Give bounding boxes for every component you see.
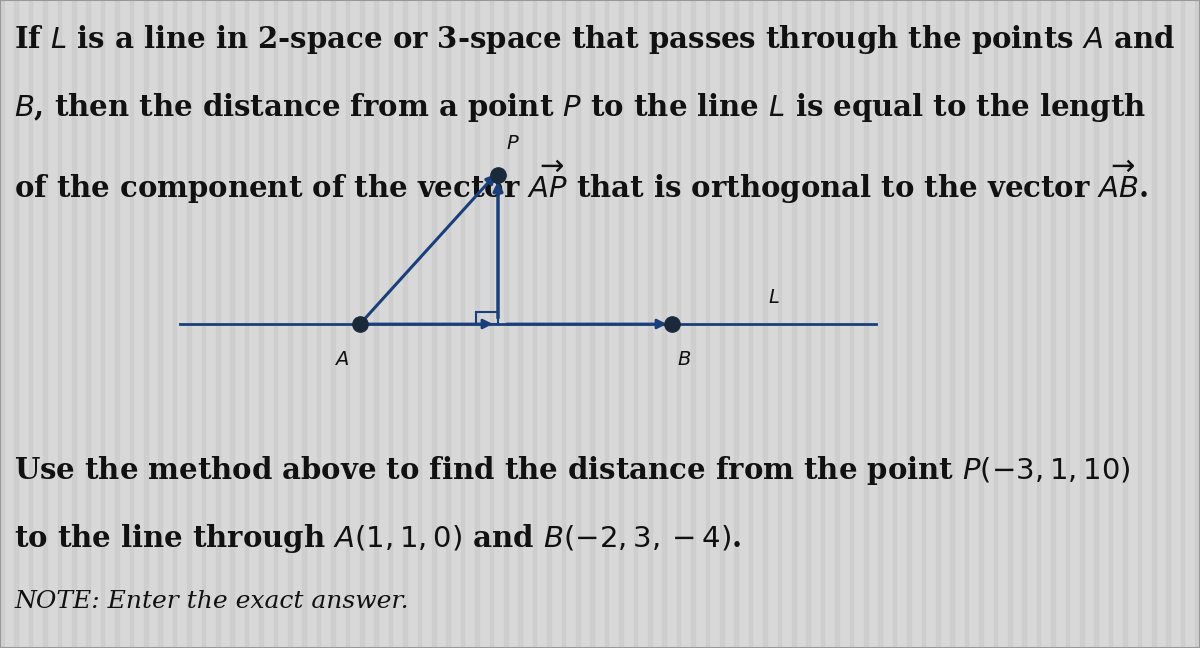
Bar — [994, 0, 997, 648]
Bar — [245, 0, 248, 648]
Bar — [173, 0, 176, 648]
Bar — [1022, 0, 1026, 648]
Bar — [864, 0, 868, 648]
Bar — [461, 0, 464, 648]
Bar — [29, 0, 32, 648]
Bar — [58, 0, 61, 648]
Bar — [576, 0, 580, 648]
Bar — [230, 0, 234, 648]
Bar — [346, 0, 349, 648]
Bar — [835, 0, 839, 648]
Bar — [706, 0, 709, 648]
Bar — [1080, 0, 1084, 648]
Bar — [950, 0, 954, 648]
Bar — [734, 0, 738, 648]
Bar — [720, 0, 724, 648]
Bar — [590, 0, 594, 648]
Bar — [850, 0, 853, 648]
Bar — [130, 0, 133, 648]
Text: $B$, then the distance from a point $P$ to the line $L$ is equal to the length: $B$, then the distance from a point $P$ … — [14, 91, 1146, 124]
Bar — [1094, 0, 1098, 648]
Bar — [490, 0, 493, 648]
Text: $P$: $P$ — [505, 135, 520, 153]
Bar — [1138, 0, 1141, 648]
Bar — [475, 0, 479, 648]
Bar — [936, 0, 940, 648]
Text: of the component of the vector $\overrightarrow{AP}$ that is orthogonal to the v: of the component of the vector $\overrig… — [14, 159, 1148, 206]
Bar — [115, 0, 119, 648]
Bar — [216, 0, 220, 648]
Bar — [691, 0, 695, 648]
Bar — [374, 0, 378, 648]
Bar — [202, 0, 205, 648]
Bar — [965, 0, 968, 648]
Bar — [893, 0, 896, 648]
Bar — [101, 0, 104, 648]
Bar — [86, 0, 90, 648]
Bar — [14, 0, 18, 648]
Text: $L$: $L$ — [768, 289, 780, 307]
Bar — [749, 0, 752, 648]
Bar — [677, 0, 680, 648]
Text: NOTE: Enter the exact answer.: NOTE: Enter the exact answer. — [14, 590, 409, 612]
Bar — [389, 0, 392, 648]
Bar — [821, 0, 824, 648]
Bar — [792, 0, 796, 648]
Bar — [533, 0, 536, 648]
Bar — [648, 0, 652, 648]
Bar — [187, 0, 191, 648]
Bar — [403, 0, 407, 648]
Bar — [1066, 0, 1069, 648]
Bar — [1051, 0, 1055, 648]
Bar — [144, 0, 148, 648]
Bar — [547, 0, 551, 648]
Bar — [331, 0, 335, 648]
Bar — [662, 0, 666, 648]
Text: $A$: $A$ — [335, 351, 349, 369]
Bar — [907, 0, 911, 648]
Bar — [1008, 0, 1012, 648]
Bar — [1152, 0, 1156, 648]
Text: If $L$ is a line in 2-space or 3-space that passes through the points $A$ and: If $L$ is a line in 2-space or 3-space t… — [14, 23, 1175, 56]
Bar — [360, 0, 364, 648]
Bar — [259, 0, 263, 648]
Bar — [763, 0, 767, 648]
Bar — [1181, 0, 1184, 648]
Bar — [1037, 0, 1040, 648]
Bar — [72, 0, 76, 648]
Text: $B$: $B$ — [677, 351, 691, 369]
Bar — [0, 0, 4, 648]
Bar — [979, 0, 983, 648]
Bar — [806, 0, 810, 648]
Bar — [432, 0, 436, 648]
Bar — [619, 0, 623, 648]
Bar — [878, 0, 882, 648]
Text: Use the method above to find the distance from the point $P(-3, 1, 10)$: Use the method above to find the distanc… — [14, 454, 1132, 487]
Bar — [317, 0, 320, 648]
Bar — [43, 0, 47, 648]
Bar — [634, 0, 637, 648]
Bar — [418, 0, 421, 648]
Bar — [1123, 0, 1127, 648]
Bar — [274, 0, 277, 648]
Bar — [288, 0, 292, 648]
Bar — [518, 0, 522, 648]
Bar — [302, 0, 306, 648]
Text: to the line through $A(1, 1, 0)$ and $B(-2, 3, -4)$.: to the line through $A(1, 1, 0)$ and $B(… — [14, 522, 742, 555]
Bar — [158, 0, 162, 648]
Bar — [562, 0, 565, 648]
Bar — [778, 0, 781, 648]
Bar — [1195, 0, 1199, 648]
Bar — [922, 0, 925, 648]
Bar — [504, 0, 508, 648]
Bar — [1166, 0, 1170, 648]
Bar — [446, 0, 450, 648]
Bar — [1109, 0, 1112, 648]
Bar — [605, 0, 608, 648]
